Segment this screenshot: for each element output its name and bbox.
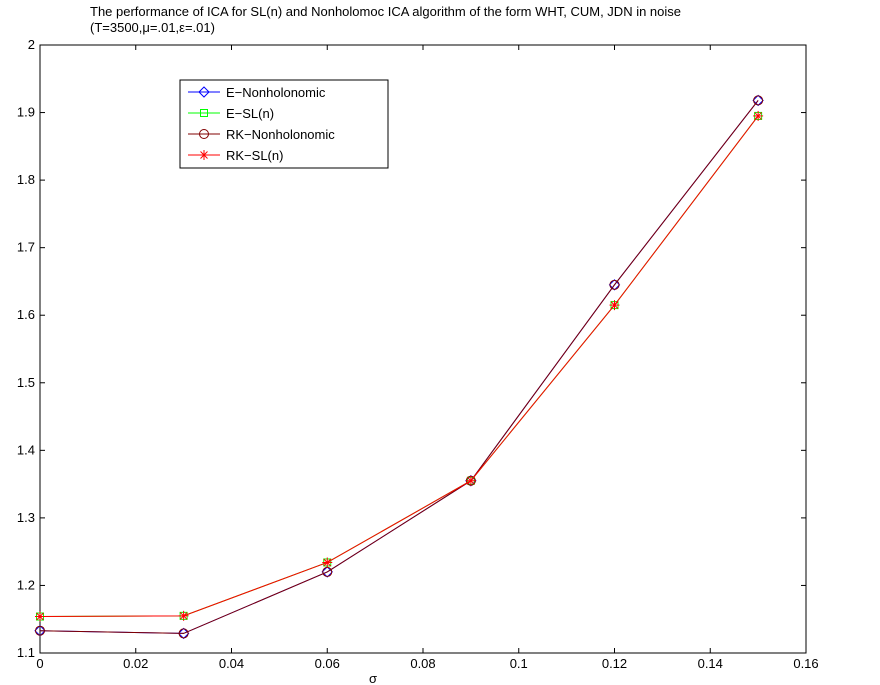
star-stroke [610, 301, 619, 309]
data-point [178, 628, 189, 639]
data-point [609, 279, 620, 290]
chart-subtitle: (T=3500,μ=.01,ε=.01) [90, 20, 215, 35]
legend-marker [199, 150, 209, 160]
y-tick-label: 1.7 [17, 240, 35, 255]
x-tick-label: 0.02 [123, 656, 148, 671]
series-layer [34, 94, 764, 640]
data-point [322, 557, 333, 568]
star-stroke [754, 112, 762, 120]
x-axis-label: σ [369, 671, 377, 685]
data-point [35, 611, 45, 622]
x-tick-label: 0.08 [410, 656, 435, 671]
legend-item: RK−SL(n) [188, 148, 283, 163]
legend: E−Nonholonomic E−SL(n) RK−Nonholonomic RK−S… [179, 79, 389, 169]
x-tick-label: 0.12 [602, 656, 627, 671]
axis-ticks: 0 0.02 0.04 0.06 0.08 0.1 0.12 0.14 0.16 1.1 1.2 1.… [17, 37, 819, 671]
y-tick-label: 2 [28, 37, 35, 52]
series-3 [35, 110, 764, 622]
star-stroke [323, 558, 332, 567]
data-point [753, 95, 764, 106]
x-tick-label: 0.16 [793, 656, 818, 671]
data-point [609, 300, 620, 311]
data-point [465, 475, 476, 486]
data-point [178, 610, 189, 621]
legend-label: RK−SL(n) [226, 148, 283, 163]
legend-box [179, 79, 389, 169]
legend-item: RK−Nonholonomic [188, 127, 335, 142]
legend-item: E−SL(n) [188, 106, 274, 121]
plot-area [39, 44, 807, 654]
data-point [35, 625, 45, 636]
legend-label: RK−Nonholonomic [226, 127, 335, 142]
star-stroke [467, 476, 475, 485]
x-tick-label: 0 [36, 656, 43, 671]
star-stroke [36, 612, 44, 621]
series-line [39, 100, 759, 634]
y-tick-label: 1.3 [17, 510, 35, 525]
star-stroke [179, 611, 188, 620]
y-tick-label: 1.1 [17, 645, 35, 660]
legend-marker [200, 109, 208, 117]
x-tick-label: 0.06 [315, 656, 340, 671]
series-line [39, 115, 759, 618]
data-point [753, 110, 764, 121]
chart-title-block: The performance of ICA for SL(n) and Non… [90, 4, 681, 36]
legend-item: E−Nonholonomic [188, 85, 326, 100]
y-tick-label: 1.6 [17, 307, 35, 322]
star-stroke [200, 151, 208, 159]
x-tick-label: 0.14 [698, 656, 723, 671]
y-tick-label: 1.2 [17, 577, 35, 592]
legend-marker [198, 86, 210, 98]
legend-marker [199, 129, 209, 139]
x-tick-label: 0.1 [510, 656, 528, 671]
x-tick-label: 0.04 [219, 656, 244, 671]
y-tick-label: 1.5 [17, 375, 35, 390]
y-tick-label: 1.9 [17, 105, 35, 120]
legend-label: E−Nonholonomic [226, 85, 326, 100]
y-tick-label: 1.4 [17, 442, 35, 457]
chart-title: The performance of ICA for SL(n) and Non… [90, 4, 682, 19]
legend-label: E−SL(n) [226, 106, 274, 121]
y-tick-label: 1.8 [17, 172, 35, 187]
